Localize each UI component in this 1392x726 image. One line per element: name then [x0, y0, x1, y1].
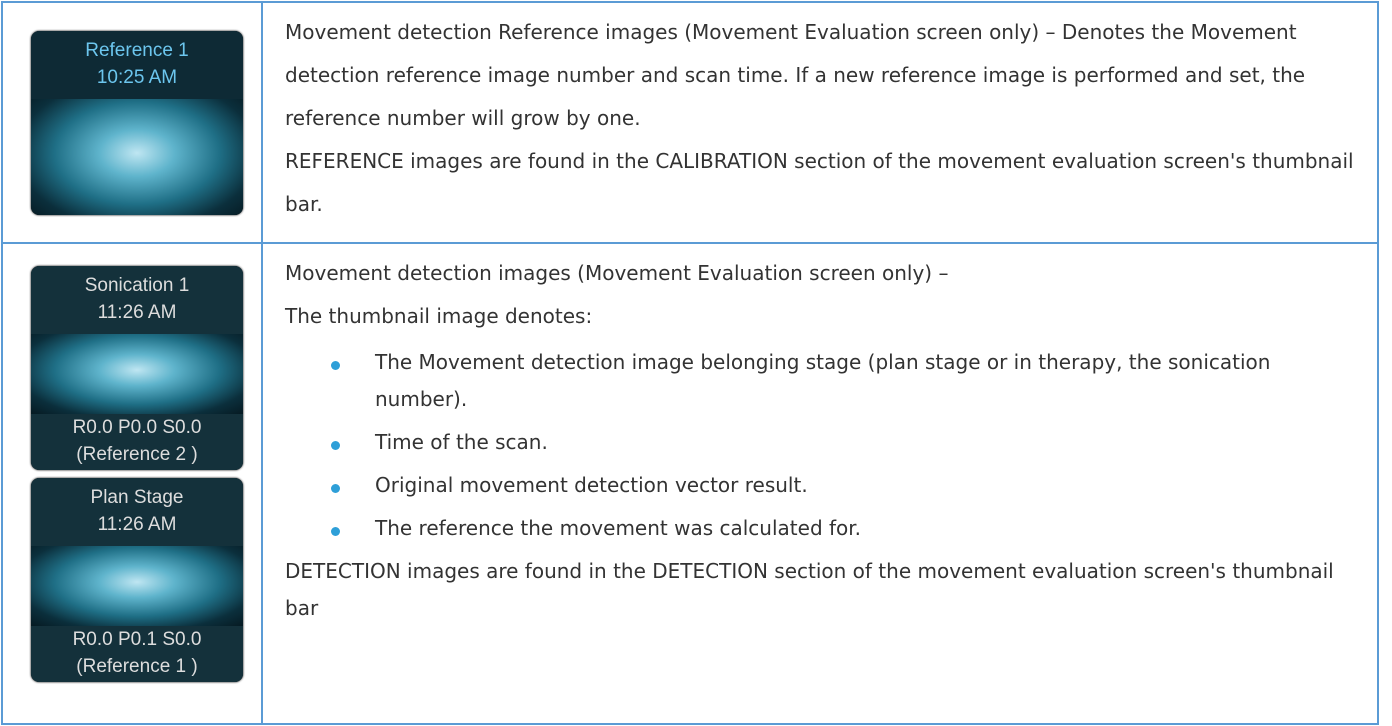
thumb-cell: Sonication 1 11:26 AM R0.0 P0.0 S0.0 (Refer…: [1, 242, 263, 725]
thumbnail: Sonication 1 11:26 AM R0.0 P0.0 S0.0 (Refer…: [31, 266, 243, 470]
paragraph: Movement detection images (Movement Eval…: [285, 261, 949, 285]
bullet: Original movement detection vector resul…: [331, 467, 1357, 504]
thumb-label: (Reference 2 ): [76, 444, 198, 465]
thumb-list: Sonication 1 11:26 AM R0.0 P0.0 S0.0 (Refer…: [3, 244, 261, 682]
thumb-label: Sonication 1: [84, 275, 190, 296]
thumb-label: 10:25 AM: [96, 67, 178, 88]
text-cell: Movement detection images (Movement Eval…: [261, 242, 1379, 725]
paragraph: DETECTION images are found in the DETECT…: [285, 559, 1334, 620]
thumbnail: Reference 1 10:25 AM: [31, 31, 243, 215]
thumb-image: [31, 546, 243, 626]
paragraph: Movement detection Reference images (Mov…: [285, 20, 1306, 130]
bullet: The reference the movement was calculate…: [331, 510, 1357, 547]
thumb-footer: R0.0 P0.0 S0.0 (Reference 2 ): [31, 414, 243, 470]
thumb-label: R0.0 P0.1 S0.0: [72, 629, 202, 650]
bullet: Time of the scan.: [331, 424, 1357, 461]
bullet-list: The Movement detection image belonging s…: [285, 344, 1357, 547]
thumb-label: R0.0 P0.0 S0.0: [72, 417, 202, 438]
thumb-header: Reference 1 10:25 AM: [31, 31, 243, 99]
bullet: The Movement detection image belonging s…: [331, 344, 1357, 418]
thumb-image: [31, 99, 243, 215]
thumb-header: Sonication 1 11:26 AM: [31, 266, 243, 334]
thumb-label: (Reference 1 ): [76, 656, 198, 677]
paragraph: The thumbnail image denotes:: [285, 304, 593, 328]
row: Sonication 1 11:26 AM R0.0 P0.0 S0.0 (Refer…: [1, 242, 1379, 725]
text-cell: Movement detection Reference images (Mov…: [261, 1, 1379, 244]
thumb-image: [31, 334, 243, 414]
paragraph: REFERENCE images are found in the CALIBR…: [285, 149, 1354, 216]
thumb-label: 11:26 AM: [97, 302, 177, 323]
thumb-header: Plan Stage 11:26 AM: [31, 478, 243, 546]
thumbnail: Plan Stage 11:26 AM R0.0 P0.1 S0.0 (Referen…: [31, 478, 243, 682]
thumb-label: 11:26 AM: [97, 514, 177, 535]
row: Reference 1 10:25 AM Movement detection …: [1, 1, 1379, 244]
thumb-label: Reference 1: [85, 40, 189, 61]
thumb-footer: R0.0 P0.1 S0.0 (Reference 1 ): [31, 626, 243, 682]
thumb-cell: Reference 1 10:25 AM: [1, 1, 263, 244]
thumb-label: Plan Stage: [90, 487, 184, 508]
